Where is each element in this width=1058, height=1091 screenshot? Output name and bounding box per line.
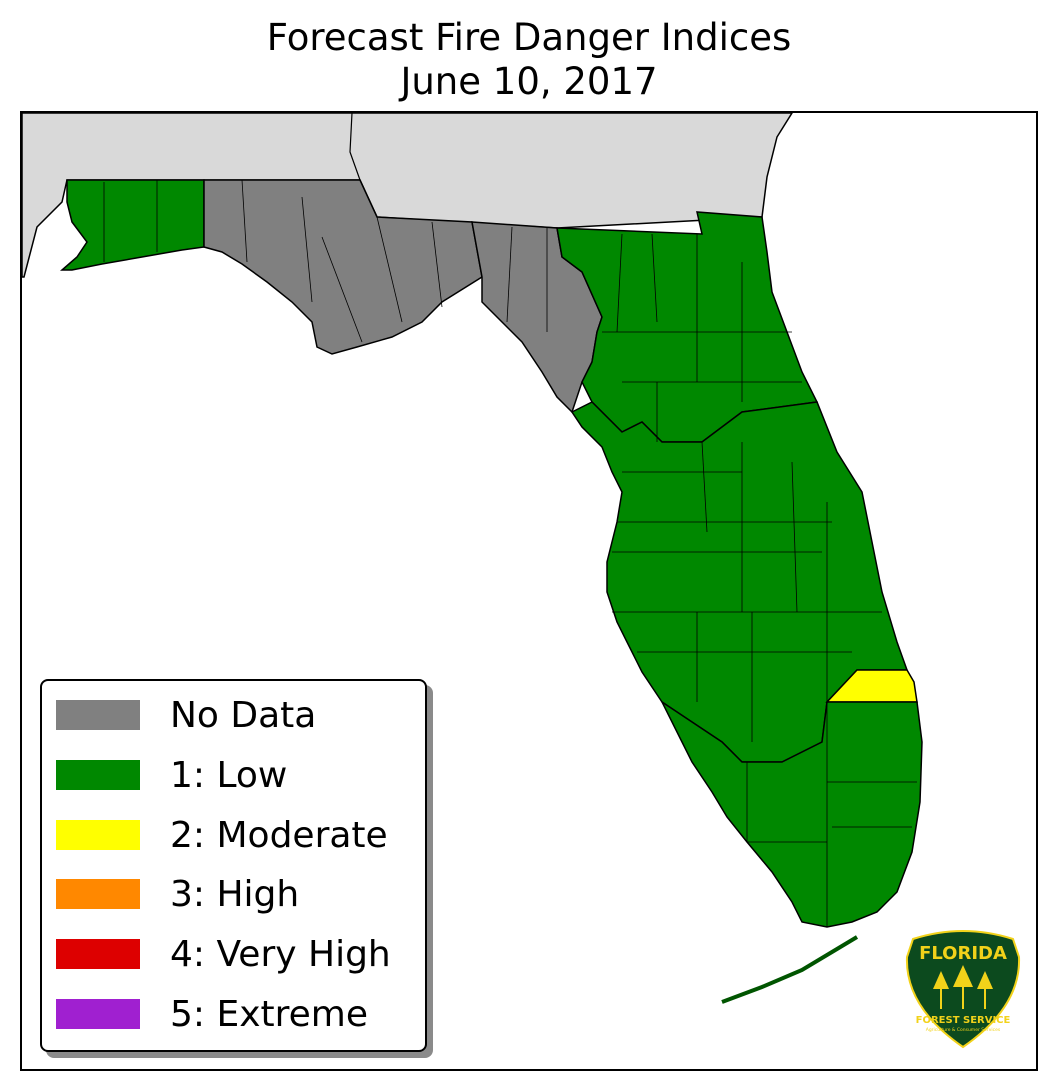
map-title: Forecast Fire Danger Indices	[266, 16, 792, 59]
map-date: June 10, 2017	[400, 60, 658, 103]
legend: No Data 1: Low 2: Moderate 3: High 4: Ve…	[40, 679, 427, 1052]
logo-text-agriculture: Agriculture & Consumer Services	[926, 1027, 1001, 1033]
legend-label: 3: High	[170, 873, 300, 915]
legend-item-no-data: No Data	[56, 694, 317, 736]
florida-forest-service-logo: FLORIDA FOREST SERVICE Agriculture & Con…	[905, 930, 1021, 1049]
legend-label: No Data	[170, 694, 317, 736]
region-moderate-county	[825, 669, 918, 703]
legend-item-high: 3: High	[56, 873, 300, 915]
pine-trees-icon	[933, 965, 993, 1009]
legend-label: 1: Low	[170, 754, 288, 796]
florida-map	[22, 113, 923, 1004]
legend-swatch	[56, 760, 140, 790]
county-lines	[103, 179, 917, 927]
legend-item-very-high: 4: Very High	[56, 933, 391, 975]
legend-swatch	[56, 999, 140, 1029]
legend-label: 5: Extreme	[170, 993, 369, 1035]
region-south	[660, 699, 923, 928]
logo-text-florida: FLORIDA	[919, 943, 1007, 964]
region-western-panhandle	[59, 179, 205, 271]
legend-swatch	[56, 879, 140, 909]
legend-label: 4: Very High	[170, 933, 391, 975]
legend-swatch	[56, 939, 140, 969]
legend-item-extreme: 5: Extreme	[56, 993, 369, 1035]
legend-label: 2: Moderate	[170, 814, 388, 856]
legend-swatch	[56, 700, 140, 730]
logo-text-forest-service: FOREST SERVICE	[916, 1015, 1011, 1026]
legend-item-moderate: 2: Moderate	[56, 814, 388, 856]
legend-item-low: 1: Low	[56, 754, 288, 796]
state-border-line	[349, 113, 361, 181]
legend-swatch	[56, 820, 140, 850]
florida-keys	[721, 935, 859, 1004]
region-central-panhandle	[203, 179, 483, 355]
